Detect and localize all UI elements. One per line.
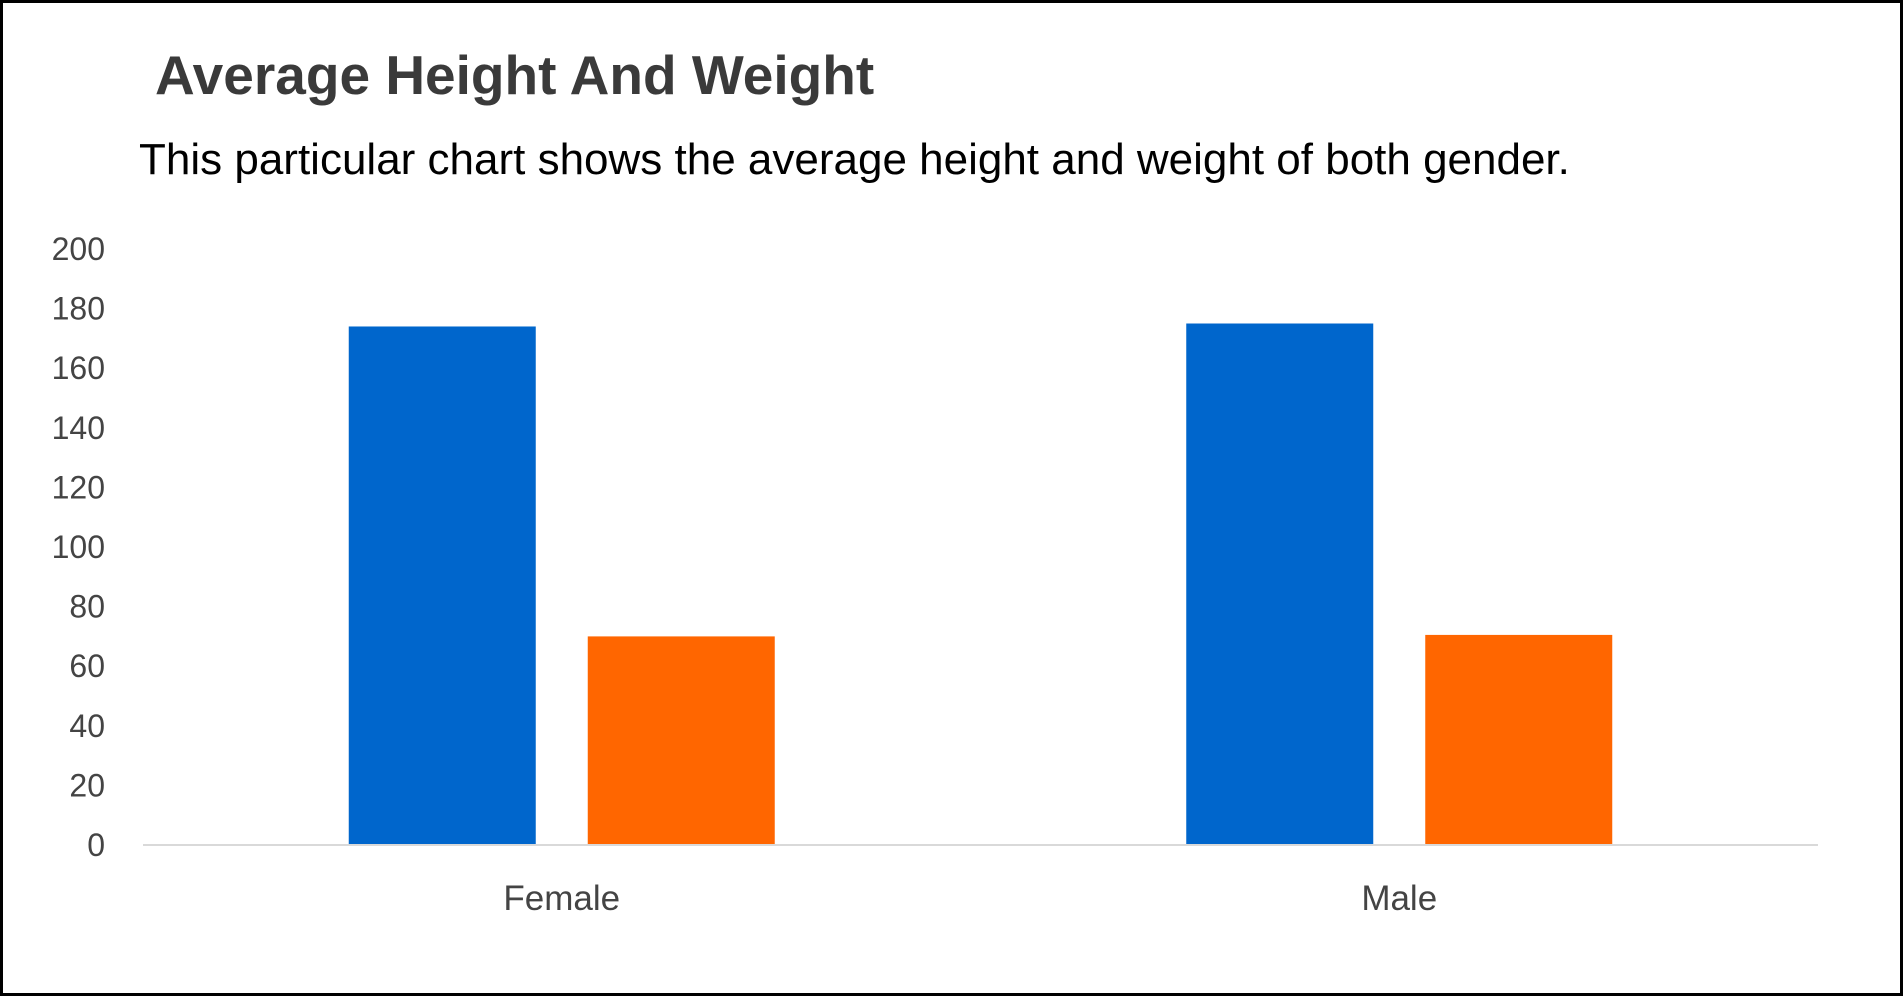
y-tick-label: 60 (69, 648, 105, 684)
y-tick-label: 0 (87, 827, 105, 863)
y-axis: 0 20 40 60 80 100 120 140 160 180 200 (52, 231, 105, 863)
plot-area: 0 20 40 60 80 100 120 140 160 180 200 Female Male (52, 231, 1818, 918)
x-axis: Female Male (503, 879, 1437, 918)
chart-title: Average Height And Weight (155, 44, 875, 106)
y-tick-label: 120 (52, 469, 105, 505)
y-tick-label: 20 (69, 767, 105, 803)
x-category-label: Female (503, 879, 620, 918)
y-tick-label: 100 (52, 529, 105, 565)
y-tick-label: 40 (69, 708, 105, 744)
bar-male-series-2 (1425, 634, 1613, 845)
x-category-label: Male (1361, 879, 1437, 918)
y-tick-label: 80 (69, 589, 105, 625)
chart-subtitle: This particular chart shows the average … (139, 135, 1570, 184)
bars-group (348, 323, 1613, 846)
y-tick-label: 140 (52, 410, 105, 446)
bar-male-series-1 (1186, 323, 1374, 845)
y-tick-label: 180 (52, 291, 105, 327)
y-tick-label: 160 (52, 350, 105, 386)
bar-female-series-1 (348, 326, 536, 846)
y-tick-label: 200 (52, 231, 105, 267)
bar-female-series-2 (587, 636, 775, 845)
